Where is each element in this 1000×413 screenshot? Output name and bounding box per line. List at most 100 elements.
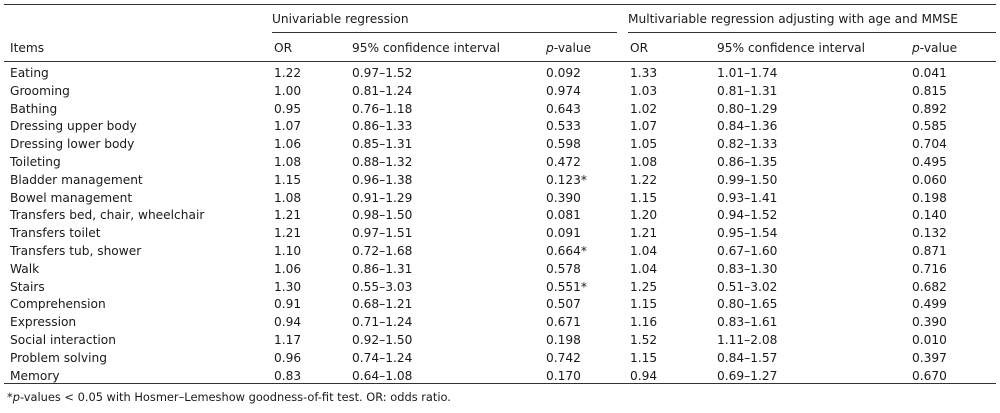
multivariable-p-value: 0.499 — [912, 297, 947, 312]
univariable-ci-value: 0.76–1.18 — [352, 101, 413, 116]
row-item-label: Toileting — [10, 155, 61, 169]
univariable-or-value: 0.83 — [274, 368, 302, 383]
row-item-label: Transfers toilet — [10, 226, 101, 241]
multivariable-ci-value: 0.95–1.54 — [717, 226, 778, 241]
univariable-p-value: 0.533 — [546, 119, 581, 134]
univariable-ci-value: 0.55–3.03 — [352, 279, 413, 294]
univariable-p-value: 0.091 — [546, 226, 581, 241]
univariable-or-value: 1.21 — [274, 208, 302, 223]
multivariable-ci-value: 0.80–1.29 — [717, 101, 778, 116]
row-item-label: Expression — [10, 315, 77, 330]
univariable-or-value: 1.10 — [274, 244, 302, 258]
row-item-label: Stairs — [10, 279, 45, 294]
row-item-label: Problem solving — [10, 350, 107, 365]
table-row: Memory 0.83 0.64–1.08 0.170 0.94 0.69–1.27 0.6… — [4, 368, 996, 386]
table-row: Social interaction 1.17 0.92–1.50 0.198 1.52… — [4, 332, 996, 350]
univariable-or-value: 1.08 — [274, 155, 302, 169]
multivariable-or-value: 1.02 — [630, 101, 658, 116]
multivariable-or-value: 1.15 — [630, 297, 658, 312]
univariable-or-value: 1.21 — [274, 226, 302, 241]
univariable-p-value: 0.664* — [546, 244, 587, 258]
multivariable-ci-value: 0.80–1.65 — [717, 297, 778, 312]
row-item-label: Transfers bed, chair, wheelchair — [10, 208, 205, 223]
table-row: Expression 0.94 0.71–1.24 0.671 1.16 0.83–1.6… — [4, 314, 996, 332]
p-suffix: -value — [919, 41, 958, 55]
univariable-or-value: 0.91 — [274, 297, 302, 312]
univariable-or-value: 1.30 — [274, 279, 302, 294]
multivariable-ci-value: 0.83–1.61 — [717, 315, 778, 330]
univariable-ci-value: 0.85–1.31 — [352, 137, 413, 152]
multivariable-underline — [628, 32, 996, 33]
table-row: Transfers toilet 1.21 0.97–1.51 0.091 1.21 0.… — [4, 225, 996, 243]
univariable-ci-value: 0.97–1.51 — [352, 226, 413, 241]
column-header-multivariable-or: OR — [630, 41, 649, 55]
multivariable-p-value: 0.060 — [912, 172, 947, 187]
univariable-ci-value: 0.86–1.33 — [352, 119, 413, 134]
univariable-p-value: 0.671 — [546, 315, 581, 330]
univariable-ci-value: 0.64–1.08 — [352, 368, 413, 383]
row-item-label: Walk — [10, 261, 40, 276]
column-header-univariable-or: OR — [274, 41, 293, 55]
multivariable-or-value: 1.33 — [630, 66, 658, 80]
row-item-label: Eating — [10, 66, 49, 80]
multivariable-or-value: 1.20 — [630, 208, 658, 223]
table-row: Bladder management 1.15 0.96–1.38 0.123* 1.2… — [4, 172, 996, 190]
table-row: Dressing upper body 1.07 0.86–1.33 0.533 1.0… — [4, 118, 996, 136]
multivariable-p-value: 0.704 — [912, 137, 947, 152]
univariable-p-value: 0.578 — [546, 261, 581, 276]
multivariable-p-value: 0.871 — [912, 244, 947, 258]
univariable-or-value: 0.95 — [274, 101, 302, 116]
multivariable-or-value: 1.07 — [630, 119, 658, 134]
multivariable-p-value: 0.041 — [912, 66, 947, 80]
multivariable-ci-value: 0.93–1.41 — [717, 190, 778, 205]
row-item-label: Memory — [10, 368, 60, 383]
multivariable-ci-value: 0.82–1.33 — [717, 137, 778, 152]
univariable-ci-value: 0.74–1.24 — [352, 350, 413, 365]
univariable-p-value: 0.643 — [546, 101, 581, 116]
table-row: Eating 1.22 0.97–1.52 0.092 1.33 1.01–1.74 0.0… — [4, 65, 996, 83]
univariable-p-value: 0.507 — [546, 297, 581, 312]
multivariable-ci-value: 0.99–1.50 — [717, 172, 778, 187]
univariable-p-value: 0.974 — [546, 83, 581, 98]
column-header-univariable-p: p-value — [546, 40, 591, 57]
multivariable-ci-value: 0.81–1.31 — [717, 83, 778, 98]
univariable-ci-value: 0.98–1.50 — [352, 208, 413, 223]
multivariable-or-value: 1.05 — [630, 137, 658, 152]
univariable-underline — [272, 32, 617, 33]
p-italic: p — [912, 41, 920, 55]
multivariable-p-value: 0.585 — [912, 119, 947, 134]
univariable-or-value: 1.22 — [274, 66, 302, 80]
table-row: Toileting 1.08 0.88–1.32 0.472 1.08 0.86–1.35… — [4, 154, 996, 172]
row-item-label: Bathing — [10, 101, 58, 116]
multivariable-or-value: 1.15 — [630, 350, 658, 365]
multivariable-p-value: 0.010 — [912, 333, 947, 347]
header-group-univariable: Univariable regression — [272, 12, 409, 26]
multivariable-p-value: 0.397 — [912, 350, 947, 365]
multivariable-or-value: 1.04 — [630, 261, 658, 276]
multivariable-p-value: 0.716 — [912, 261, 947, 276]
univariable-or-value: 0.94 — [274, 315, 302, 330]
table-row: Grooming 1.00 0.81–1.24 0.974 1.03 0.81–1.31 0… — [4, 83, 996, 101]
row-item-label: Bladder management — [10, 172, 143, 187]
univariable-ci-value: 0.81–1.24 — [352, 83, 413, 98]
univariable-p-value: 0.472 — [546, 155, 581, 169]
table-row: Dressing lower body 1.06 0.85–1.31 0.598 1.0… — [4, 136, 996, 154]
multivariable-p-value: 0.140 — [912, 208, 947, 223]
multivariable-ci-value: 0.84–1.36 — [717, 119, 778, 134]
univariable-ci-value: 0.68–1.21 — [352, 297, 413, 312]
multivariable-or-value: 1.21 — [630, 226, 658, 241]
p-suffix: -value — [553, 41, 592, 55]
row-item-label: Bowel management — [10, 190, 133, 205]
univariable-ci-value: 0.91–1.29 — [352, 190, 413, 205]
table-top-rule — [4, 4, 996, 5]
table-footnote: *p-values < 0.05 with Hosmer–Lemeshow go… — [7, 389, 451, 405]
row-item-label: Social interaction — [10, 333, 116, 347]
row-item-label: Grooming — [10, 83, 70, 98]
univariable-or-value: 1.06 — [274, 137, 302, 152]
univariable-p-value: 0.123* — [546, 172, 587, 187]
multivariable-or-value: 1.15 — [630, 190, 658, 205]
univariable-p-value: 0.170 — [546, 368, 581, 383]
multivariable-p-value: 0.132 — [912, 226, 947, 241]
multivariable-p-value: 0.670 — [912, 368, 947, 383]
univariable-ci-value: 0.97–1.52 — [352, 66, 413, 80]
